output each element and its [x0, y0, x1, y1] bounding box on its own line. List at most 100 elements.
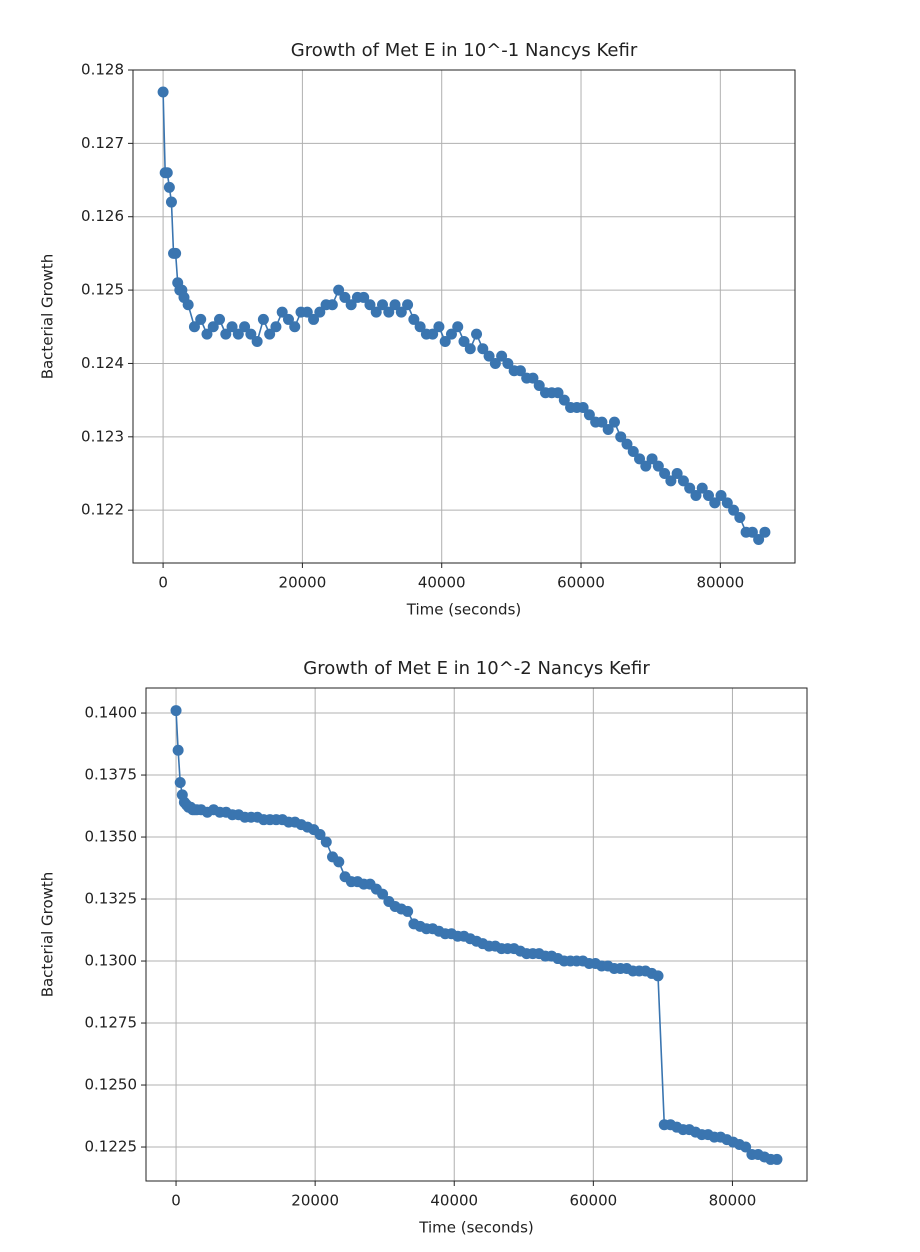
data-point [696, 482, 708, 494]
data-point [721, 497, 733, 509]
data-point [314, 829, 326, 841]
data-point [477, 343, 489, 355]
data-point [608, 416, 620, 428]
data-point [377, 299, 389, 311]
data-point [201, 328, 213, 340]
data-point [345, 299, 357, 311]
data-point [671, 467, 683, 479]
data-point [759, 526, 771, 538]
data-point [333, 856, 345, 868]
data-point [339, 291, 351, 303]
data-point [646, 453, 658, 465]
y-tick-label: 0.1325 [85, 890, 138, 908]
data-point [402, 905, 414, 917]
data-point [264, 328, 276, 340]
data-point [377, 888, 389, 900]
y-tick-label: 0.1225 [85, 1138, 138, 1156]
data-point [483, 350, 495, 362]
data-point [157, 86, 169, 98]
data-point [577, 401, 589, 413]
y-tick-label: 0.127 [81, 134, 124, 152]
data-point [627, 445, 639, 457]
x-tick-label: 20000 [291, 1192, 339, 1210]
data-point [659, 467, 671, 479]
data-point [458, 335, 470, 347]
data-point [489, 357, 501, 369]
data-point [502, 357, 514, 369]
data-point [728, 504, 740, 516]
y-tick-label: 0.128 [81, 61, 124, 79]
y-tick-label: 0.1275 [85, 1014, 138, 1032]
data-point [746, 526, 758, 538]
data-point [389, 299, 401, 311]
y-tick-label: 0.1400 [85, 704, 138, 722]
data-point [170, 705, 182, 717]
data-point [533, 379, 545, 391]
x-tick-label: 60000 [557, 574, 605, 592]
data-point [251, 335, 263, 347]
data-point [445, 328, 457, 340]
y-tick-label: 0.1250 [85, 1076, 138, 1094]
data-point [161, 167, 173, 179]
data-point [245, 328, 257, 340]
data-point [702, 490, 714, 502]
data-point [165, 196, 177, 208]
data-point [527, 372, 539, 384]
data-point [188, 321, 200, 333]
data-point [464, 343, 476, 355]
x-tick-label: 80000 [696, 574, 744, 592]
data-point [232, 328, 244, 340]
y-tick-label: 0.1350 [85, 828, 138, 846]
y-tick-label: 0.124 [81, 354, 124, 372]
data-point [677, 475, 689, 487]
data-point [734, 512, 746, 524]
data-point [652, 460, 664, 472]
data-point [602, 423, 614, 435]
data-point [427, 328, 439, 340]
data-point [239, 321, 251, 333]
data-point [214, 313, 226, 325]
data-point [640, 460, 652, 472]
data-point [364, 299, 376, 311]
data-point [195, 313, 207, 325]
chart-title: Growth of Met E in 10^-2 Nancys Kefir [303, 658, 650, 679]
data-point [383, 306, 395, 318]
data-point [709, 497, 721, 509]
x-tick-label: 40000 [430, 1192, 478, 1210]
data-point [358, 291, 370, 303]
data-point [471, 328, 483, 340]
data-point [514, 365, 526, 377]
x-axis-label: Time (seconds) [418, 1219, 534, 1237]
chart-title: Growth of Met E in 10^-1 Nancys Kefir [291, 40, 638, 61]
data-point [182, 299, 194, 311]
data-point [615, 431, 627, 443]
data-point [257, 313, 269, 325]
y-axis-label: Bacterial Growth [39, 254, 57, 380]
x-tick-label: 40000 [418, 574, 466, 592]
data-point [665, 475, 677, 487]
chart: Growth of Met E in 10^-1 Nancys Kefir 0 20… [39, 40, 796, 619]
data-point [402, 299, 414, 311]
y-tick-label: 0.126 [81, 207, 124, 225]
y-tick-label: 0.125 [81, 281, 124, 299]
x-tick-label: 0 [171, 1192, 181, 1210]
data-point [395, 306, 407, 318]
data-point [207, 321, 219, 333]
data-point [308, 313, 320, 325]
data-point [771, 1153, 783, 1165]
chart: Growth of Met E in 10^-2 Nancys Kefir 0 20… [39, 658, 808, 1237]
data-point [496, 350, 508, 362]
data-point [452, 321, 464, 333]
data-point [220, 328, 232, 340]
data-point [634, 453, 646, 465]
data-point [408, 313, 420, 325]
data-point [370, 306, 382, 318]
data-point [740, 1141, 752, 1153]
data-point [621, 438, 633, 450]
x-tick-label: 20000 [279, 574, 327, 592]
data-point [596, 416, 608, 428]
data-point [684, 482, 696, 494]
x-axis-label: Time (seconds) [406, 601, 522, 619]
data-point [226, 321, 238, 333]
